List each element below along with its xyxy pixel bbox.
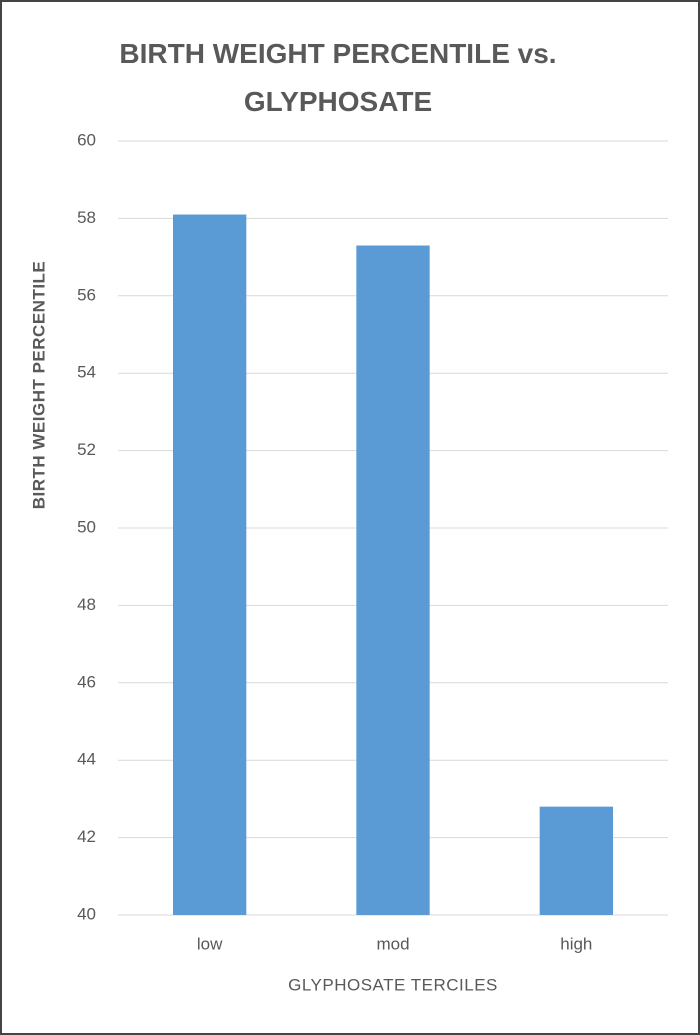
y-tick-label: 60 <box>77 130 96 149</box>
y-tick-label: 40 <box>77 904 96 923</box>
bar <box>356 245 430 916</box>
chart-title: BIRTH WEIGHT PERCENTILE vs. GLYPHOSATE <box>119 38 557 117</box>
x-tick-label: low <box>197 934 223 953</box>
y-tick-label: 58 <box>77 208 96 227</box>
y-tick-label: 50 <box>77 517 96 536</box>
y-tick-label: 44 <box>77 750 96 769</box>
y-tick-label: 46 <box>77 672 96 691</box>
y-tick-label: 52 <box>77 440 96 459</box>
y-tick-label: 56 <box>77 285 96 304</box>
bar <box>539 806 613 915</box>
y-axis-title: BIRTH WEIGHT PERCENTILE <box>29 261 48 510</box>
x-tick-label: mod <box>376 934 409 953</box>
x-axis-title: GLYPHOSATE TERCILES <box>288 975 498 994</box>
bar <box>173 214 247 915</box>
y-tick-label: 48 <box>77 595 96 614</box>
y-tick-label: 42 <box>77 827 96 846</box>
x-tick-label: high <box>560 934 592 953</box>
y-tick-label: 54 <box>77 363 96 382</box>
